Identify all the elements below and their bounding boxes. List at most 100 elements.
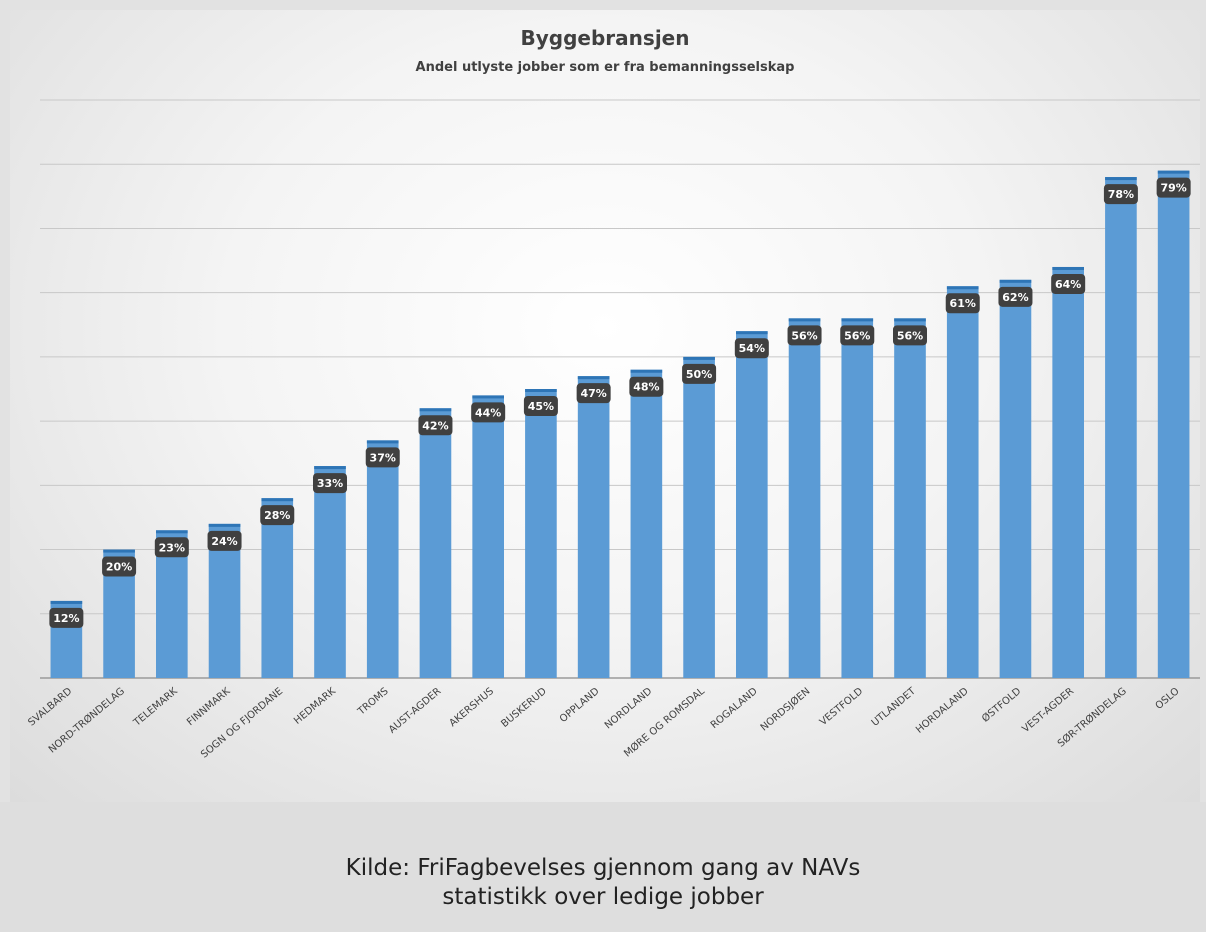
bar-top-edge	[630, 369, 663, 373]
data-label-background	[154, 537, 189, 558]
bar	[736, 331, 768, 678]
x-tick-label: VEST-AGDER	[1020, 686, 1076, 735]
x-tick-label: NORDLAND	[603, 686, 655, 732]
data-label-background	[523, 396, 558, 416]
x-tick-label: TROMS	[355, 686, 390, 718]
data-label: 47%	[580, 387, 606, 400]
x-tick-label: HEDMARK	[292, 686, 338, 727]
data-label-background	[365, 447, 400, 468]
bar-top-edge	[683, 356, 715, 360]
bar-top-edge	[103, 549, 135, 553]
data-label-background	[313, 473, 347, 494]
bar-top-edge	[577, 376, 610, 380]
bar-top-edge	[1105, 177, 1137, 181]
x-tick-label: TELEMARK	[131, 686, 180, 730]
bar-top-edge	[894, 318, 926, 322]
data-label: 48%	[633, 381, 659, 394]
data-label-background	[787, 325, 822, 346]
data-label: 50%	[686, 368, 712, 381]
data-label: 54%	[739, 342, 765, 355]
x-tick-label: ØSTFOLD	[979, 685, 1023, 725]
bar	[525, 389, 557, 678]
data-label-background	[998, 286, 1033, 307]
bar-top-edge	[472, 395, 504, 399]
data-label-background	[260, 505, 295, 526]
bars	[50, 170, 1190, 679]
bar-top-edge	[788, 318, 821, 322]
data-label: 28%	[264, 509, 290, 522]
data-label: 24%	[211, 535, 237, 548]
data-label: 56%	[791, 329, 817, 342]
data-label-background	[682, 363, 717, 384]
bar	[577, 376, 610, 678]
data-label: 44%	[475, 406, 501, 419]
bar	[630, 369, 663, 678]
bar-top-edge	[946, 286, 979, 290]
data-label: 12%	[53, 612, 79, 625]
bar-top-edge	[366, 440, 399, 444]
x-tick-label: OPPLAND	[558, 686, 602, 725]
data-label: 62%	[1002, 291, 1028, 304]
x-tick-label: BUSKERUD	[499, 686, 549, 730]
data-label: 37%	[370, 451, 396, 464]
data-label: 23%	[159, 541, 185, 554]
bar-chart: 12% 20% 23% 24% 28% 33% 37% 42% 44% 45% 47% 48% 50% 5…	[26, 99, 1200, 761]
data-label-background	[207, 530, 242, 551]
data-label-background	[945, 293, 980, 314]
data-label: 20%	[106, 561, 132, 574]
x-tick-label: AUST-AGDER	[387, 686, 443, 736]
bar-top-edge	[261, 498, 294, 502]
bar	[366, 440, 399, 678]
bar	[314, 466, 346, 678]
bar-top-edge	[525, 389, 557, 392]
data-label: 78%	[1108, 188, 1134, 201]
bar	[472, 395, 504, 678]
bar	[841, 318, 874, 678]
bar	[683, 356, 715, 678]
data-label: 33%	[317, 477, 343, 490]
bar	[261, 498, 294, 678]
data-label-background	[576, 383, 611, 404]
bar-top-edge	[156, 530, 188, 534]
data-label: 56%	[897, 329, 923, 342]
data-label-background	[1156, 177, 1191, 198]
bar	[1105, 177, 1137, 679]
chart-title: Byggebransjen	[520, 26, 690, 50]
bar	[1052, 266, 1084, 678]
bar	[946, 286, 979, 678]
data-label: 42%	[422, 419, 448, 432]
data-label-background	[102, 556, 137, 577]
chart-panel: Byggebransjen Andel utlyste jobber som e…	[10, 10, 1200, 802]
bar	[894, 318, 926, 678]
data-label-background	[734, 338, 769, 359]
data-label: 79%	[1160, 182, 1186, 195]
bar-top-edge	[314, 466, 346, 470]
data-label: 64%	[1055, 278, 1081, 291]
x-tick-label: OSLO	[1154, 686, 1182, 712]
bar	[1157, 170, 1190, 678]
data-label: 45%	[528, 400, 554, 413]
x-tick-label: UTLANDET	[870, 685, 919, 729]
x-tick-label: ROGALAND	[709, 686, 760, 731]
data-label-background	[418, 415, 453, 436]
data-label-background	[1051, 273, 1086, 294]
bar	[999, 279, 1032, 678]
data-label: 61%	[950, 297, 976, 310]
bar-top-edge	[736, 331, 768, 335]
bar-top-edge	[419, 408, 452, 412]
data-label: 56%	[844, 329, 870, 342]
bar-top-edge	[1052, 266, 1084, 270]
x-tick-label: HORDALAND	[914, 686, 971, 736]
bar-top-edge	[999, 279, 1032, 283]
bar-top-edge	[50, 600, 83, 604]
x-tick-label: FINNMARK	[185, 686, 233, 729]
data-label-background	[893, 325, 927, 346]
data-label-background	[840, 325, 875, 346]
bar-top-edge	[1157, 170, 1190, 174]
x-tick-label: SVALBARD	[26, 686, 74, 729]
chart-subtitle: Andel utlyste jobber som er fra bemannin…	[415, 60, 795, 75]
data-label-background	[471, 402, 506, 423]
bar	[419, 408, 452, 678]
x-tick-label: NORDSJØEN	[758, 685, 812, 733]
